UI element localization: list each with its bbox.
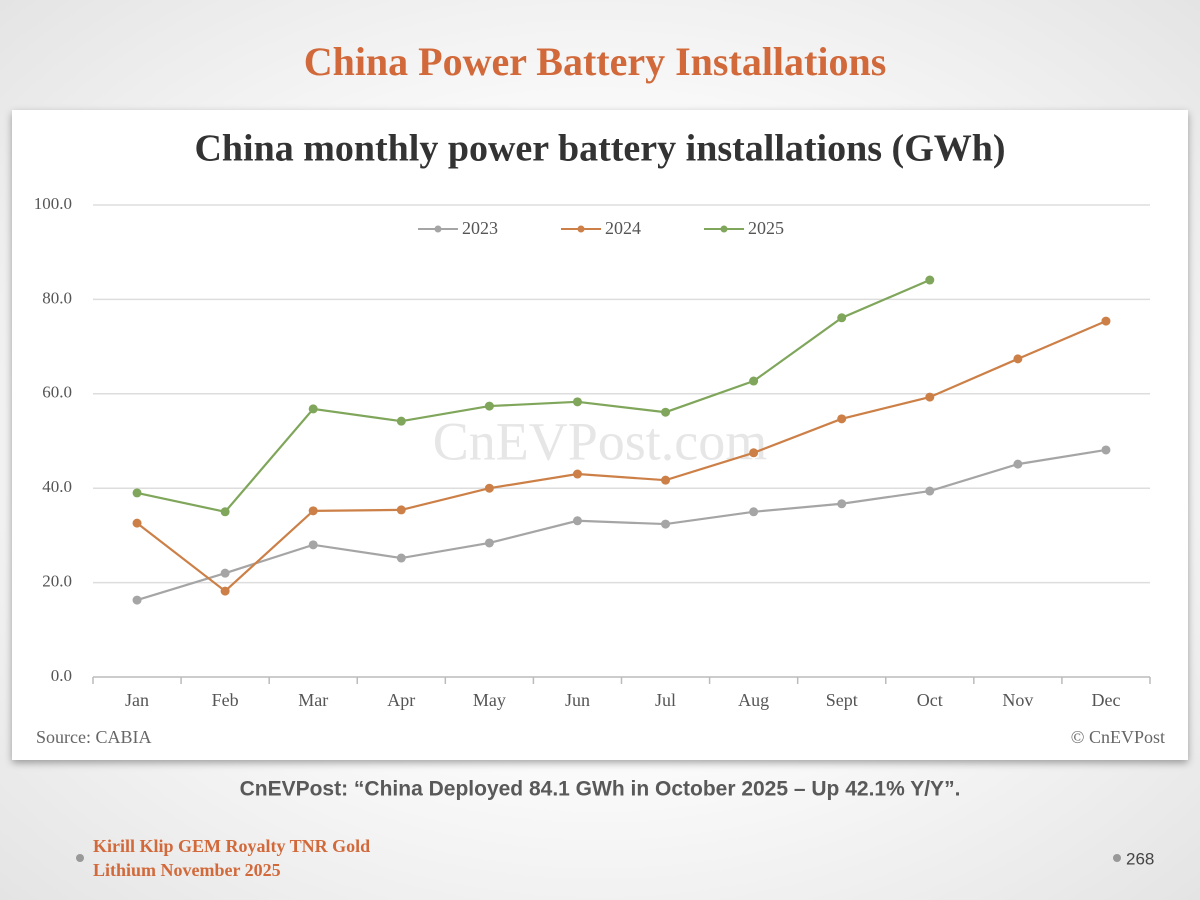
bullet [76, 854, 84, 862]
legend-dot [720, 225, 728, 233]
legend-dot [434, 225, 442, 233]
data-point [132, 595, 142, 605]
data-point [925, 392, 935, 402]
data-point [925, 275, 935, 285]
slide-title: China Power Battery Installations [304, 39, 887, 84]
data-point [572, 469, 582, 479]
page-number: 268 [1126, 849, 1154, 868]
footer-line: Kirill Klip GEM Royalty TNR Gold [93, 836, 370, 856]
chart-panel [12, 110, 1188, 760]
y-tick-label: 0.0 [51, 666, 72, 685]
data-point [661, 519, 671, 529]
series-line [136, 448, 1107, 602]
data-point [837, 313, 847, 323]
footer-line: Lithium November 2025 [93, 860, 281, 880]
x-tick-label: Sept [826, 690, 858, 710]
x-tick-label: Feb [212, 690, 239, 710]
x-tick-label: Aug [738, 690, 769, 710]
data-point [749, 376, 759, 386]
y-tick-label: 40.0 [42, 477, 72, 496]
data-point [837, 414, 847, 424]
data-point [661, 475, 671, 485]
data-point [1101, 316, 1111, 326]
data-point [1013, 459, 1023, 469]
data-point [220, 507, 230, 517]
legend-label: 2025 [748, 218, 784, 238]
bullet [1113, 854, 1121, 862]
data-point [396, 553, 406, 563]
data-point [396, 505, 406, 515]
data-point [220, 568, 230, 578]
data-point [661, 407, 671, 417]
y-tick-label: 100.0 [34, 194, 72, 213]
data-point [308, 404, 318, 414]
data-point [220, 586, 230, 596]
legend-label: 2024 [605, 218, 641, 238]
legend-dot [577, 225, 585, 233]
data-point [132, 488, 142, 498]
data-point [484, 538, 494, 548]
data-point [308, 540, 318, 550]
source: Source: CABIA [36, 727, 152, 747]
x-tick-label: Jun [565, 690, 590, 710]
caption: CnEVPost: “China Deployed 84.1 GWh in Oc… [240, 778, 961, 801]
chart-title: China monthly power battery installation… [194, 128, 1005, 170]
data-point [572, 516, 582, 526]
series-line [136, 320, 1107, 593]
x-tick-label: Nov [1002, 690, 1033, 710]
x-tick-label: Jan [125, 690, 149, 710]
x-tick-label: Dec [1091, 690, 1120, 710]
y-tick-label: 20.0 [42, 572, 72, 591]
x-tick-label: May [473, 690, 506, 710]
y-tick-label: 80.0 [42, 288, 72, 307]
data-point [396, 416, 406, 426]
y-tick-label: 60.0 [42, 383, 72, 402]
data-point [308, 506, 318, 516]
series-line [136, 279, 931, 514]
data-point [484, 483, 494, 493]
data-point [837, 499, 847, 509]
data-point [1013, 354, 1023, 364]
data-point [1101, 445, 1111, 455]
data-point [749, 507, 759, 517]
data-point [572, 397, 582, 407]
x-tick-label: Apr [387, 690, 415, 710]
data-point [925, 486, 935, 496]
plot: 0.0 20.0 40.0 60.0 80.0 100.0 Jan Feb Mar Apr May J… [34, 194, 1151, 710]
data-point [132, 518, 142, 528]
copyright: © CnEVPost [1071, 727, 1165, 747]
x-tick-label: Oct [917, 690, 943, 710]
watermark: CnEVPost.com [433, 411, 768, 471]
x-tick-label: Jul [655, 690, 676, 710]
data-point [484, 401, 494, 411]
legend-label: 2023 [462, 218, 498, 238]
x-tick-label: Mar [298, 690, 328, 710]
data-point [749, 448, 759, 458]
